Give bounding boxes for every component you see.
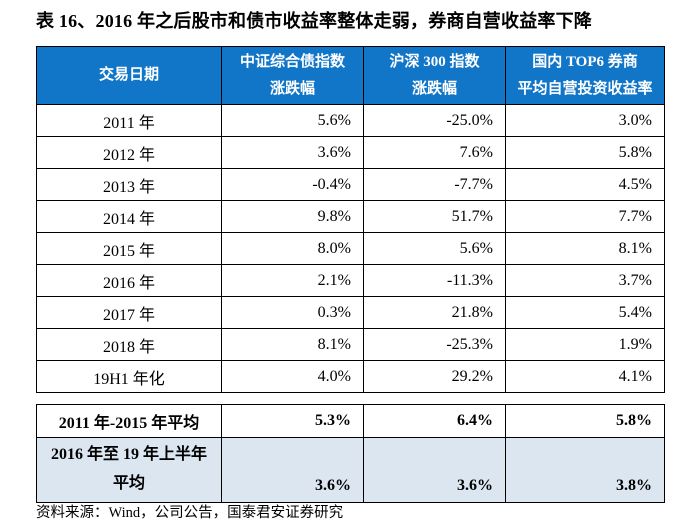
row-label-year: 19H1 年化 bbox=[36, 360, 222, 393]
table-row: 2017 年 0.3% 21.8% 5.4% bbox=[36, 296, 665, 329]
header-cell-hs300-index: 沪深 300 指数 涨跌幅 bbox=[363, 46, 506, 105]
summary-row-2016-19h1: 2016 年至 19 年上半年 平均 3.6% 3.6% 3.8% bbox=[36, 437, 665, 503]
row-value-csi-bond-index: 3.6% bbox=[221, 136, 364, 169]
summary-value-csi-bond-index: 5.3% bbox=[221, 404, 364, 438]
table-row: 2011 年 5.6% -25.0% 3.0% bbox=[36, 104, 665, 137]
table-row: 2018 年 8.1% -25.3% 1.9% bbox=[36, 328, 665, 361]
header-cell-top6-return: 国内 TOP6 券商 平均自营投资收益率 bbox=[505, 46, 665, 105]
header-line: 平均自营投资收益率 bbox=[517, 80, 653, 97]
row-value-csi-bond-index: 4.0% bbox=[221, 360, 364, 393]
summary-table: 2011 年-2015 年平均 5.3% 6.4% 5.8% 2016 年至 1… bbox=[36, 404, 665, 503]
row-label-year: 2018 年 bbox=[36, 328, 222, 361]
row-value-csi-bond-index: 5.6% bbox=[221, 104, 364, 137]
summary-row-2011-2015: 2011 年-2015 年平均 5.3% 6.4% 5.8% bbox=[36, 404, 665, 438]
header-cell-trade-date: 交易日期 bbox=[36, 46, 222, 105]
summary-label-line: 2016 年至 19 年上半年 bbox=[50, 446, 207, 464]
row-value-csi-bond-index: 9.8% bbox=[221, 200, 364, 233]
row-value-hs300-index: -11.3% bbox=[363, 264, 506, 297]
header-line: 沪深 300 指数 bbox=[389, 54, 480, 71]
row-value-csi-bond-index: 0.3% bbox=[221, 296, 364, 329]
row-value-top6-return: 5.4% bbox=[505, 296, 665, 329]
row-value-top6-return: 4.1% bbox=[505, 360, 665, 393]
summary-label: 2016 年至 19 年上半年 平均 bbox=[36, 437, 222, 503]
header-line: 涨跌幅 bbox=[269, 80, 315, 97]
table-row: 2012 年 3.6% 7.6% 5.8% bbox=[36, 136, 665, 169]
row-value-top6-return: 8.1% bbox=[505, 232, 665, 265]
row-value-hs300-index: -7.7% bbox=[363, 168, 506, 201]
summary-value-csi-bond-index: 3.6% bbox=[221, 437, 364, 503]
row-value-hs300-index: 5.6% bbox=[363, 232, 506, 265]
source-note: 资料来源：Wind，公司公告，国泰君安证券研究 bbox=[36, 505, 344, 521]
row-value-hs300-index: -25.0% bbox=[363, 104, 506, 137]
summary-label: 2011 年-2015 年平均 bbox=[36, 404, 222, 438]
row-value-top6-return: 1.9% bbox=[505, 328, 665, 361]
summary-value-top6-return: 3.8% bbox=[505, 437, 665, 503]
row-value-csi-bond-index: 2.1% bbox=[221, 264, 364, 297]
table-row: 2015 年 8.0% 5.6% 8.1% bbox=[36, 232, 665, 265]
summary-value-top6-return: 5.8% bbox=[505, 404, 665, 438]
header-cell-csi-bond-index: 中证综合债指数 涨跌幅 bbox=[221, 46, 364, 105]
row-label-year: 2015 年 bbox=[36, 232, 222, 265]
summary-label-line: 平均 bbox=[112, 475, 145, 492]
row-value-hs300-index: 7.6% bbox=[363, 136, 506, 169]
row-value-hs300-index: 21.8% bbox=[363, 296, 506, 329]
header-line: 交易日期 bbox=[98, 67, 159, 84]
header-row: 交易日期 中证综合债指数 涨跌幅 沪深 300 指数 涨跌幅 国内 TOP6 券… bbox=[36, 46, 665, 105]
row-label-year: 2013 年 bbox=[36, 168, 222, 201]
table-row: 2013 年 -0.4% -7.7% 4.5% bbox=[36, 168, 665, 201]
row-value-top6-return: 4.5% bbox=[505, 168, 665, 201]
row-value-csi-bond-index: 8.1% bbox=[221, 328, 364, 361]
row-value-hs300-index: -25.3% bbox=[363, 328, 506, 361]
header-line: 国内 TOP6 券商 bbox=[532, 54, 638, 71]
page-title: 表 16、2016 年之后股市和债市收益率整体走弱，券商自营收益率下降 bbox=[36, 11, 592, 31]
row-label-year: 2014 年 bbox=[36, 200, 222, 233]
header-line: 涨跌幅 bbox=[411, 80, 457, 97]
row-value-hs300-index: 29.2% bbox=[363, 360, 506, 393]
row-label-year: 2012 年 bbox=[36, 136, 222, 169]
row-value-csi-bond-index: 8.0% bbox=[221, 232, 364, 265]
summary-value-hs300-index: 6.4% bbox=[363, 404, 506, 438]
row-value-csi-bond-index: -0.4% bbox=[221, 168, 364, 201]
table-row: 19H1 年化 4.0% 29.2% 4.1% bbox=[36, 360, 665, 393]
row-value-top6-return: 3.0% bbox=[505, 104, 665, 137]
main-table: 交易日期 中证综合债指数 涨跌幅 沪深 300 指数 涨跌幅 国内 TOP6 券… bbox=[36, 46, 665, 393]
row-label-year: 2011 年 bbox=[36, 104, 222, 137]
row-label-year: 2016 年 bbox=[36, 264, 222, 297]
row-value-top6-return: 7.7% bbox=[505, 200, 665, 233]
summary-value-hs300-index: 3.6% bbox=[363, 437, 506, 503]
row-value-top6-return: 3.7% bbox=[505, 264, 665, 297]
header-line: 中证综合债指数 bbox=[239, 54, 345, 71]
main-table-body: 2011 年 5.6% -25.0% 3.0% 2012 年 3.6% 7.6% 5.8% 20… bbox=[36, 104, 665, 393]
table-row: 2014 年 9.8% 51.7% 7.7% bbox=[36, 200, 665, 233]
row-value-top6-return: 5.8% bbox=[505, 136, 665, 169]
row-value-hs300-index: 51.7% bbox=[363, 200, 506, 233]
table-row: 2016 年 2.1% -11.3% 3.7% bbox=[36, 264, 665, 297]
row-label-year: 2017 年 bbox=[36, 296, 222, 329]
